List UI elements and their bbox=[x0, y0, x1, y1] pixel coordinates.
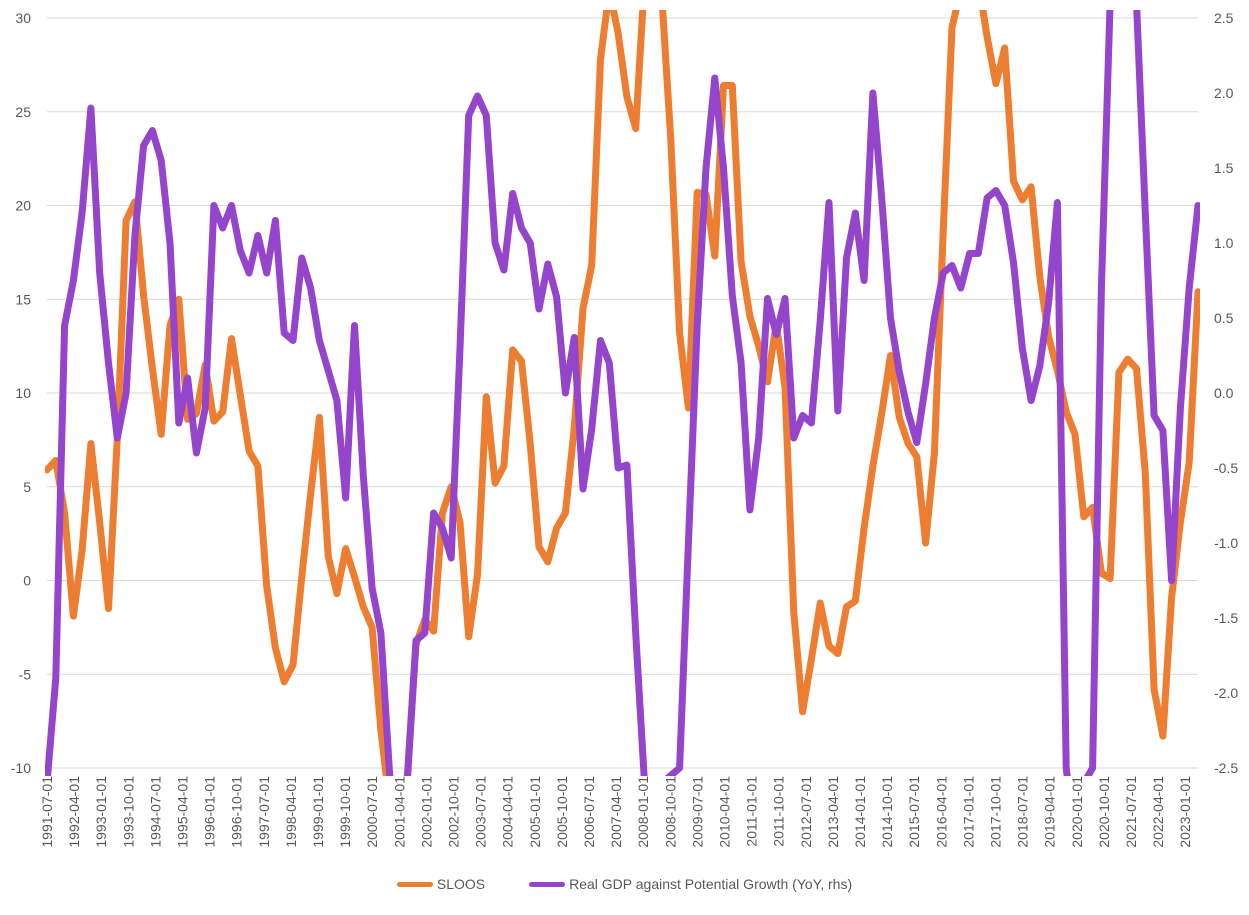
legend-swatch-gdp bbox=[529, 881, 566, 887]
x-tick-label: 1999-10-01 bbox=[337, 776, 353, 848]
right-y-tick-label: 2.0 bbox=[1214, 85, 1234, 101]
x-tick-label: 2009-07-01 bbox=[689, 776, 705, 848]
x-tick-label: 2005-10-01 bbox=[554, 776, 570, 848]
x-tick-label: 2011-01-01 bbox=[744, 776, 760, 847]
x-tick-label: 2013-04-01 bbox=[825, 776, 841, 848]
right-y-tick-label: 1.5 bbox=[1214, 160, 1234, 176]
x-tick-label: 2000-07-01 bbox=[364, 776, 380, 848]
x-tick-label: 1994-07-01 bbox=[147, 776, 163, 848]
x-tick-label: 2014-10-01 bbox=[879, 776, 895, 848]
left-y-axis: -10 -5 0 5 10 15 20 25 30 bbox=[11, 10, 31, 776]
right-y-tick-label: 2.5 bbox=[1214, 10, 1234, 26]
legend-label-gdp: Real GDP against Potential Growth (YoY, … bbox=[569, 876, 853, 892]
x-tick-label: 1993-10-01 bbox=[120, 776, 136, 848]
x-tick-label: 2020-01-01 bbox=[1069, 776, 1085, 848]
x-tick-label: 2023-01-01 bbox=[1177, 776, 1193, 848]
right-y-tick-label: -2.0 bbox=[1214, 685, 1238, 701]
left-y-tick-label: 5 bbox=[23, 479, 31, 495]
x-tick-label: 2008-01-01 bbox=[635, 776, 651, 848]
legend-swatch-sloos bbox=[396, 881, 433, 887]
x-tick-label: 2005-01-01 bbox=[527, 776, 543, 848]
left-y-tick-label: -5 bbox=[19, 666, 32, 682]
x-axis: 1991-07-01 1992-04-01 1993-01-01 1993-10-01… bbox=[39, 776, 1193, 848]
x-tick-label: 2016-04-01 bbox=[933, 776, 949, 848]
x-tick-label: 2002-01-01 bbox=[418, 776, 434, 848]
x-tick-label: 2003-07-01 bbox=[473, 776, 489, 848]
x-tick-label: 1998-04-01 bbox=[283, 776, 299, 848]
x-tick-label: 1996-10-01 bbox=[229, 776, 245, 848]
x-tick-label: 2008-10-01 bbox=[662, 776, 678, 848]
x-tick-label: 1993-01-01 bbox=[93, 776, 109, 848]
x-tick-label: 2017-10-01 bbox=[988, 776, 1004, 848]
x-tick-label: 2019-04-01 bbox=[1042, 776, 1058, 848]
left-y-tick-label: 25 bbox=[15, 104, 31, 120]
x-tick-label: 2002-10-01 bbox=[446, 776, 462, 848]
right-y-tick-label: -2.5 bbox=[1214, 760, 1238, 776]
left-y-tick-label: 10 bbox=[15, 385, 31, 401]
x-tick-label: 1995-04-01 bbox=[175, 776, 191, 848]
legend: SLOOS Real GDP against Potential Growth … bbox=[0, 873, 1249, 895]
x-tick-label: 2018-07-01 bbox=[1015, 776, 1031, 848]
right-y-tick-label: 0.5 bbox=[1214, 310, 1234, 326]
x-tick-label: 2007-04-01 bbox=[608, 776, 624, 848]
x-tick-label: 2022-04-01 bbox=[1150, 776, 1166, 848]
x-tick-label: 2021-07-01 bbox=[1123, 776, 1139, 848]
x-tick-label: 2020-10-01 bbox=[1096, 776, 1112, 848]
x-tick-label: 2001-04-01 bbox=[391, 776, 407, 848]
right-y-tick-label: -0.5 bbox=[1214, 460, 1238, 476]
right-y-tick-label: 1.0 bbox=[1214, 235, 1234, 251]
left-y-tick-label: 20 bbox=[15, 198, 31, 214]
x-tick-label: 1999-01-01 bbox=[310, 776, 326, 848]
series-line-sloos bbox=[45, 10, 1200, 776]
x-tick-label: 2012-07-01 bbox=[798, 776, 814, 848]
x-tick-label: 1997-07-01 bbox=[256, 776, 272, 848]
right-y-tick-label: -1.5 bbox=[1214, 610, 1238, 626]
x-tick-label: 2014-01-01 bbox=[852, 776, 868, 848]
x-tick-label: 2017-01-01 bbox=[960, 776, 976, 848]
legend-item-sloos: SLOOS bbox=[396, 876, 486, 892]
x-tick-label: 2006-07-01 bbox=[581, 776, 597, 848]
right-y-tick-label: -1.0 bbox=[1214, 535, 1238, 551]
left-y-tick-label: 15 bbox=[15, 291, 31, 307]
series-layer bbox=[45, 10, 1200, 776]
x-tick-label: 2004-04-01 bbox=[500, 776, 516, 848]
x-tick-label: 1992-04-01 bbox=[66, 776, 82, 848]
right-y-axis: -2.5 -2.0 -1.5 -1.0 -0.5 0.0 0.5 1.0 1.5 2.0 2.5 bbox=[1214, 10, 1238, 776]
left-y-tick-label: 30 bbox=[15, 10, 31, 26]
x-tick-label: 1991-07-01 bbox=[39, 776, 55, 848]
left-y-tick-label: -10 bbox=[11, 760, 31, 776]
gridlines bbox=[47, 17, 1198, 769]
x-tick-label: 2015-07-01 bbox=[906, 776, 922, 848]
x-tick-label: 1996-01-01 bbox=[202, 776, 218, 848]
series-line-gdp-gap bbox=[45, 10, 1200, 776]
legend-item-gdp: Real GDP against Potential Growth (YoY, … bbox=[529, 876, 852, 892]
x-tick-label: 2011-10-01 bbox=[771, 776, 787, 847]
x-tick-label: 2010-04-01 bbox=[717, 776, 733, 848]
legend-label-sloos: SLOOS bbox=[436, 876, 486, 892]
right-y-tick-label: 0.0 bbox=[1214, 385, 1234, 401]
left-y-tick-label: 0 bbox=[23, 573, 31, 589]
